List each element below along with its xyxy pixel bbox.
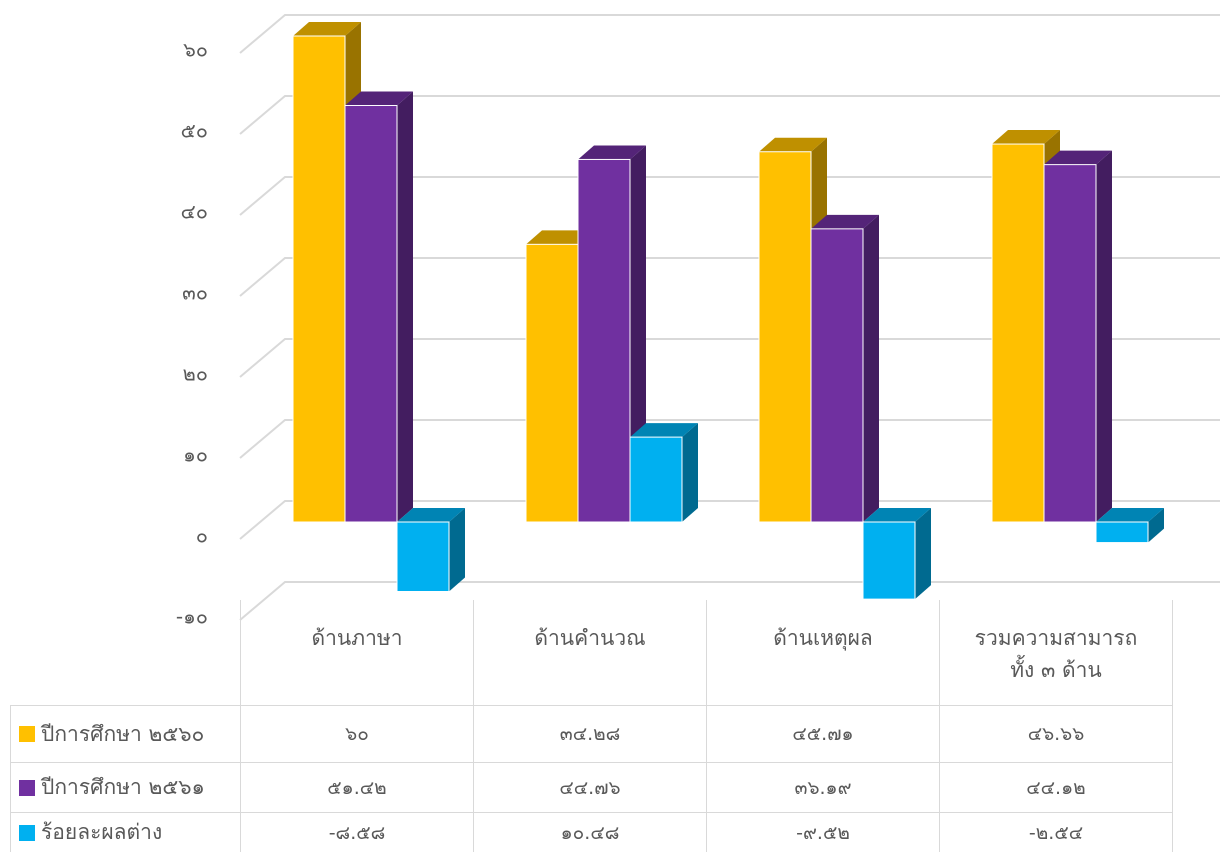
legend-swatch bbox=[19, 824, 35, 841]
bar bbox=[525, 243, 579, 523]
y-tick-label: ๕๐ bbox=[181, 119, 208, 143]
y-tick-label: ๔๐ bbox=[181, 200, 208, 224]
label: ด้านคำนวณ bbox=[534, 626, 646, 650]
category-header: ด้านภาษา bbox=[240, 600, 474, 706]
table-cell: ๑๐.๔๘ bbox=[473, 812, 707, 852]
bar bbox=[758, 151, 812, 523]
table-cell: ๓๔.๒๘ bbox=[473, 705, 707, 763]
grid-line bbox=[239, 95, 1220, 135]
table-cell: ๕๑.๔๒ bbox=[240, 762, 474, 813]
legend-cell: ร้อยละผลต่าง bbox=[10, 812, 241, 852]
legend-cell: ปีการศึกษา ๒๕๖๐ bbox=[10, 705, 241, 763]
grid-line bbox=[239, 338, 1220, 378]
label: ด้านภาษา bbox=[311, 626, 403, 650]
table-cell: ๔๔.๗๖ bbox=[473, 762, 707, 813]
table-cell: ๔๕.๗๑ bbox=[706, 705, 940, 763]
bar-top bbox=[630, 423, 698, 438]
grid-line bbox=[239, 500, 1220, 540]
category-header: รวมความสามารถ ทั้ง ๓ ด้าน bbox=[939, 600, 1173, 706]
table-cell: -๙.๕๒ bbox=[706, 812, 940, 852]
bar-side bbox=[1148, 508, 1164, 543]
table-cell: ๔๔.๑๒ bbox=[939, 762, 1173, 813]
grid-line bbox=[239, 419, 1220, 459]
bar bbox=[629, 436, 683, 523]
label: ด้านเหตุผล bbox=[773, 626, 873, 650]
label: -๒.๕๔ bbox=[1028, 821, 1084, 844]
legend-label: ปีการศึกษา ๒๕๖๐ bbox=[41, 721, 205, 746]
label: -๙.๕๒ bbox=[796, 821, 850, 844]
grid-line bbox=[239, 176, 1220, 216]
bar-top bbox=[578, 145, 646, 160]
label: ๔๔.๑๒ bbox=[1026, 776, 1086, 799]
bar-top bbox=[1096, 508, 1164, 522]
bar-side bbox=[682, 423, 698, 522]
table-cell: ๖๐ bbox=[240, 705, 474, 763]
y-tick-label: -๑๐ bbox=[176, 605, 208, 629]
bar-side bbox=[449, 508, 465, 592]
bar-side bbox=[863, 214, 879, 522]
bar-top bbox=[526, 230, 594, 245]
y-tick-label: ๐ bbox=[196, 524, 208, 548]
bar-top bbox=[397, 508, 465, 522]
bar-top bbox=[345, 91, 413, 106]
bar bbox=[292, 35, 346, 523]
bar bbox=[1043, 164, 1097, 523]
category-header: ด้านเหตุผล bbox=[706, 600, 940, 706]
bar bbox=[862, 521, 916, 600]
label: ๕๑.๔๒ bbox=[327, 776, 387, 799]
legend-label: ปีการศึกษา ๒๕๖๑ bbox=[41, 775, 205, 799]
label: รวมความสามารถ ทั้ง ๓ ด้าน bbox=[974, 626, 1138, 682]
bar bbox=[577, 158, 631, 523]
table-cell: ๔๖.๖๖ bbox=[939, 705, 1173, 763]
legend-label: ร้อยละผลต่าง bbox=[41, 820, 163, 844]
label: ๔๔.๗๖ bbox=[559, 776, 621, 799]
label: ๖๐ bbox=[345, 723, 369, 745]
y-tick-label: ๑๐ bbox=[183, 443, 208, 467]
bar-side bbox=[397, 91, 413, 523]
grid-line bbox=[239, 14, 1220, 54]
label: ๔๕.๗๑ bbox=[792, 723, 854, 745]
bar-top bbox=[863, 508, 931, 522]
bar bbox=[1095, 521, 1149, 544]
bar bbox=[991, 143, 1045, 523]
label: -๘.๕๘ bbox=[328, 821, 386, 844]
table-cell: -๘.๕๘ bbox=[240, 812, 474, 852]
legend-swatch bbox=[19, 726, 35, 742]
bar bbox=[810, 228, 864, 523]
bar bbox=[344, 104, 398, 523]
bar-top bbox=[811, 214, 879, 229]
legend-swatch bbox=[19, 779, 35, 796]
grid-line bbox=[239, 257, 1220, 297]
y-tick-label: ๖๐ bbox=[183, 38, 208, 62]
table-cell: -๒.๕๔ bbox=[939, 812, 1173, 852]
table-cell: ๓๖.๑๙ bbox=[706, 762, 940, 813]
label: ๑๐.๔๘ bbox=[560, 821, 620, 844]
label: ๓๔.๒๘ bbox=[559, 723, 621, 745]
bar-top bbox=[992, 130, 1060, 145]
bar bbox=[396, 521, 450, 592]
y-tick-label: ๓๐ bbox=[182, 281, 208, 305]
label: ๓๖.๑๙ bbox=[794, 776, 852, 799]
bar-side bbox=[915, 508, 931, 600]
bar-top bbox=[1044, 150, 1112, 165]
label: ๔๖.๖๖ bbox=[1027, 723, 1085, 745]
bar-side bbox=[1096, 150, 1112, 523]
bar-top bbox=[293, 22, 361, 36]
y-tick-label: ๒๐ bbox=[183, 362, 208, 386]
legend-cell: ปีการศึกษา ๒๕๖๑ bbox=[10, 762, 241, 813]
bar-top bbox=[759, 137, 827, 152]
category-header: ด้านคำนวณ bbox=[473, 600, 707, 706]
